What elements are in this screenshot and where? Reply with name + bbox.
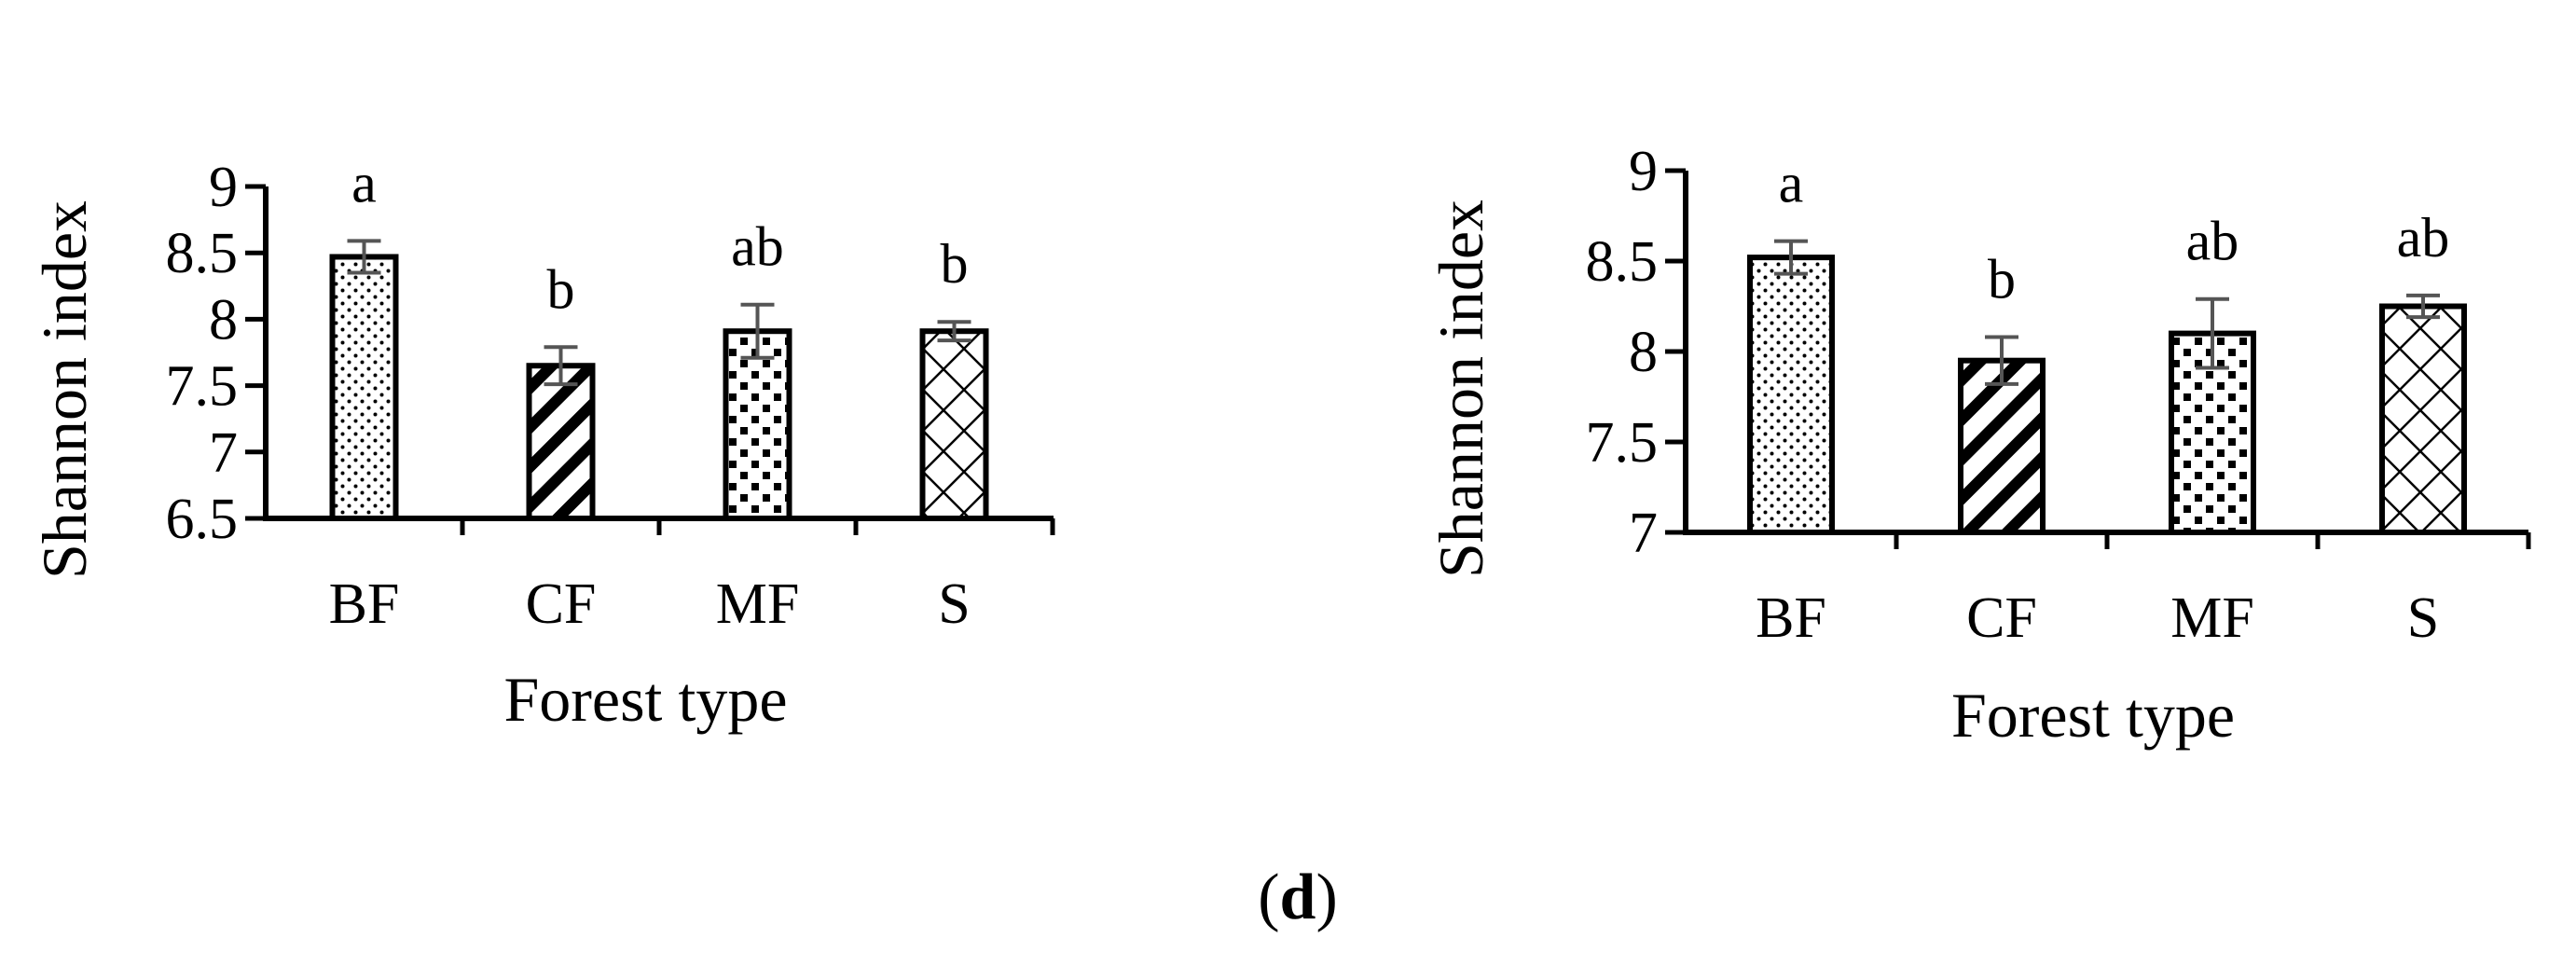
x-tick-label: S — [938, 572, 970, 636]
y-tick-label: 8.5 — [166, 222, 239, 285]
bar-s — [2379, 303, 2467, 535]
error-bar-bf — [347, 239, 381, 275]
y-tick-label: 6.5 — [166, 488, 239, 551]
x-tick-label: MF — [2170, 586, 2254, 650]
significance-label: b — [941, 233, 969, 295]
panel-label-close: ) — [1316, 862, 1337, 933]
y-tick-label: 7 — [1629, 502, 1658, 565]
significance-label: b — [1988, 248, 2016, 310]
x-tick-label: S — [2407, 586, 2439, 650]
y-axis-title: Shannon index — [29, 200, 100, 579]
error-bar-cf — [544, 345, 578, 387]
x-tick-label: BF — [329, 572, 400, 636]
error-bar-mf — [740, 302, 775, 360]
x-tick-label: CF — [1966, 586, 2037, 650]
bar-bf — [1747, 255, 1835, 535]
error-bar-mf — [2196, 296, 2229, 370]
panel-label-letter: d — [1280, 862, 1316, 933]
y-tick-label: 8.5 — [1586, 230, 1659, 294]
chart-right: 7 7.5 8 8.5 9 a BF b CF ab MF ab S Forest type Shannon… — [1426, 140, 2531, 751]
y-tick-label: 7 — [209, 421, 238, 485]
y-axis-title: Shannon index — [1426, 200, 1496, 578]
error-bar-bf — [1774, 239, 1808, 276]
bar-cf — [526, 363, 596, 521]
x-tick-label: BF — [1756, 586, 1826, 650]
error-bar-cf — [1985, 335, 2018, 386]
y-tick-label: 8 — [209, 288, 238, 352]
x-tick-label: MF — [716, 572, 800, 636]
error-bar-s — [2406, 293, 2440, 320]
chart-left: 6.577.588.59 a BF b CF ab MF b S Forest type Shann… — [29, 152, 1055, 735]
bar-bf — [329, 254, 399, 521]
bar-cf — [1958, 357, 2046, 536]
y-tick-label: 7.5 — [166, 355, 239, 419]
significance-label: ab — [2186, 211, 2239, 272]
significance-label: ab — [731, 216, 784, 278]
significance-label: ab — [2397, 207, 2450, 269]
y-tick-label: 7.5 — [1586, 411, 1659, 475]
bar-s — [919, 328, 989, 521]
x-axis-title: Forest type — [503, 664, 787, 735]
y-tick-label: 8 — [1629, 321, 1658, 384]
significance-label: a — [351, 152, 377, 214]
panel-label: (d) — [1258, 862, 1338, 933]
x-axis-title: Forest type — [1951, 680, 2235, 751]
x-tick-label: CF — [526, 572, 597, 636]
significance-label: a — [1779, 153, 1804, 214]
error-bar-s — [937, 320, 971, 343]
y-tick-label: 9 — [209, 156, 238, 219]
y-tick-label: 9 — [1629, 140, 1658, 203]
panel-label-open: ( — [1258, 862, 1279, 933]
significance-label: b — [547, 258, 575, 320]
